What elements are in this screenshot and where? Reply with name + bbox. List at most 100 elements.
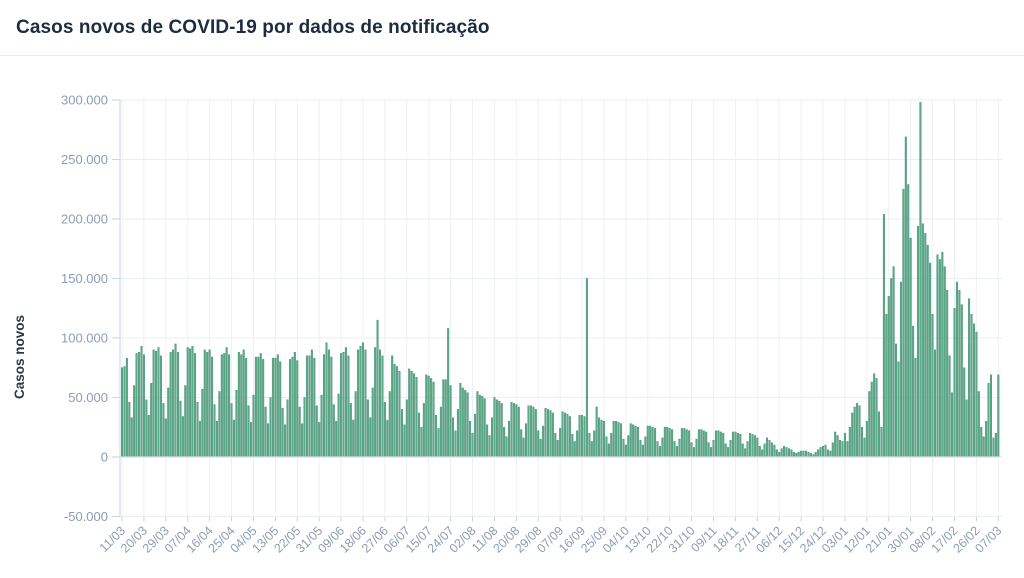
chart-bar[interactable] [201, 388, 204, 458]
chart-bar[interactable] [646, 425, 649, 458]
chart-bar[interactable] [430, 378, 433, 458]
chart-bar[interactable] [637, 426, 640, 458]
chart-bar[interactable] [469, 421, 472, 458]
chart-bar[interactable] [848, 426, 851, 458]
chart-bar[interactable] [532, 406, 535, 458]
chart-bar[interactable] [508, 421, 511, 458]
chart-bar[interactable] [542, 425, 545, 458]
chart-bar[interactable] [376, 319, 379, 458]
chart-bar[interactable] [366, 399, 369, 458]
chart-bar[interactable] [992, 437, 995, 458]
chart-bar[interactable] [899, 281, 902, 458]
chart-bar[interactable] [651, 426, 654, 458]
chart-bar[interactable] [400, 409, 403, 458]
chart-bar[interactable] [909, 237, 912, 458]
chart-bar[interactable] [464, 390, 467, 458]
chart-bar[interactable] [673, 441, 676, 458]
chart-bar[interactable] [155, 350, 158, 458]
chart-bar[interactable] [919, 102, 922, 458]
chart-bar[interactable] [710, 447, 713, 458]
chart-bar[interactable] [152, 349, 155, 458]
chart-bar[interactable] [878, 411, 881, 458]
chart-bar[interactable] [383, 401, 386, 458]
chart-bar[interactable] [885, 313, 888, 458]
chart-bar[interactable] [435, 415, 438, 458]
chart-bar[interactable] [257, 356, 260, 458]
chart-bar[interactable] [914, 357, 917, 458]
chart-bar[interactable] [644, 436, 647, 458]
chart-bar[interactable] [559, 428, 562, 458]
chart-bar[interactable] [941, 252, 944, 458]
chart-bar[interactable] [159, 355, 162, 458]
chart-bar[interactable] [797, 451, 800, 458]
chart-bar[interactable] [349, 403, 352, 458]
chart-bar[interactable] [537, 430, 540, 458]
chart-bar[interactable] [770, 442, 773, 458]
chart-bar[interactable] [904, 136, 907, 458]
chart-bar[interactable] [731, 431, 734, 458]
chart-bar[interactable] [471, 432, 474, 458]
chart-bar[interactable] [658, 446, 661, 458]
chart-bar[interactable] [359, 346, 362, 458]
chart-bar[interactable] [756, 437, 759, 458]
chart-bar[interactable] [147, 415, 150, 458]
chart-bar[interactable] [286, 399, 289, 458]
chart-bar[interactable] [544, 407, 547, 458]
chart-bar[interactable] [766, 437, 769, 458]
chart-bar[interactable] [262, 359, 265, 458]
chart-bar[interactable] [749, 432, 752, 458]
chart-bar[interactable] [839, 440, 842, 458]
chart-bar[interactable] [169, 352, 172, 458]
chart-bar[interactable] [267, 423, 270, 458]
chart-bar[interactable] [773, 444, 776, 458]
chart-bar[interactable] [206, 352, 209, 458]
chart-bar[interactable] [133, 385, 136, 458]
chart-bar[interactable] [890, 278, 893, 458]
chart-bar[interactable] [120, 367, 123, 458]
chart-bar[interactable] [352, 419, 355, 458]
chart-bar[interactable] [958, 290, 961, 458]
chart-bar[interactable] [198, 421, 201, 458]
chart-bar[interactable] [184, 385, 187, 458]
chart-bar[interactable] [846, 441, 849, 458]
chart-bar[interactable] [807, 451, 810, 458]
chart-bar[interactable] [826, 449, 829, 458]
chart-bar[interactable] [929, 262, 932, 458]
chart-bar[interactable] [780, 448, 783, 458]
chart-bar[interactable] [654, 428, 657, 458]
chart-bar[interactable] [449, 385, 452, 458]
chart-bar[interactable] [490, 417, 493, 458]
chart-bar[interactable] [819, 447, 822, 458]
chart-bar[interactable] [264, 406, 267, 458]
chart-bar[interactable] [581, 415, 584, 458]
chart-bar[interactable] [403, 424, 406, 458]
chart-bar[interactable] [391, 355, 394, 458]
chart-bar[interactable] [620, 423, 623, 458]
chart-bar[interactable] [444, 379, 447, 458]
chart-bar[interactable] [690, 442, 693, 458]
chart-bar[interactable] [335, 421, 338, 458]
chart-bar[interactable] [678, 438, 681, 458]
chart-bar[interactable] [293, 352, 296, 458]
chart-bar[interactable] [466, 392, 469, 458]
chart-bar[interactable] [851, 412, 854, 458]
chart-bar[interactable] [230, 403, 233, 458]
chart-bar[interactable] [476, 391, 479, 458]
chart-bar[interactable] [276, 354, 279, 458]
chart-bar[interactable] [617, 422, 620, 458]
chart-bar[interactable] [829, 450, 832, 458]
chart-bar[interactable] [371, 387, 374, 458]
chart-bar[interactable] [746, 441, 749, 458]
chart-bar[interactable] [539, 438, 542, 458]
chart-bar[interactable] [680, 428, 683, 458]
chart-bar[interactable] [649, 425, 652, 458]
chart-bar[interactable] [727, 447, 730, 458]
chart-bar[interactable] [162, 403, 165, 458]
chart-bar[interactable] [250, 422, 253, 458]
chart-bar[interactable] [364, 349, 367, 458]
chart-bar[interactable] [505, 436, 508, 458]
chart-bar[interactable] [895, 343, 898, 458]
chart-bar[interactable] [347, 355, 350, 458]
chart-bar[interactable] [875, 378, 878, 458]
chart-bar[interactable] [208, 349, 211, 458]
